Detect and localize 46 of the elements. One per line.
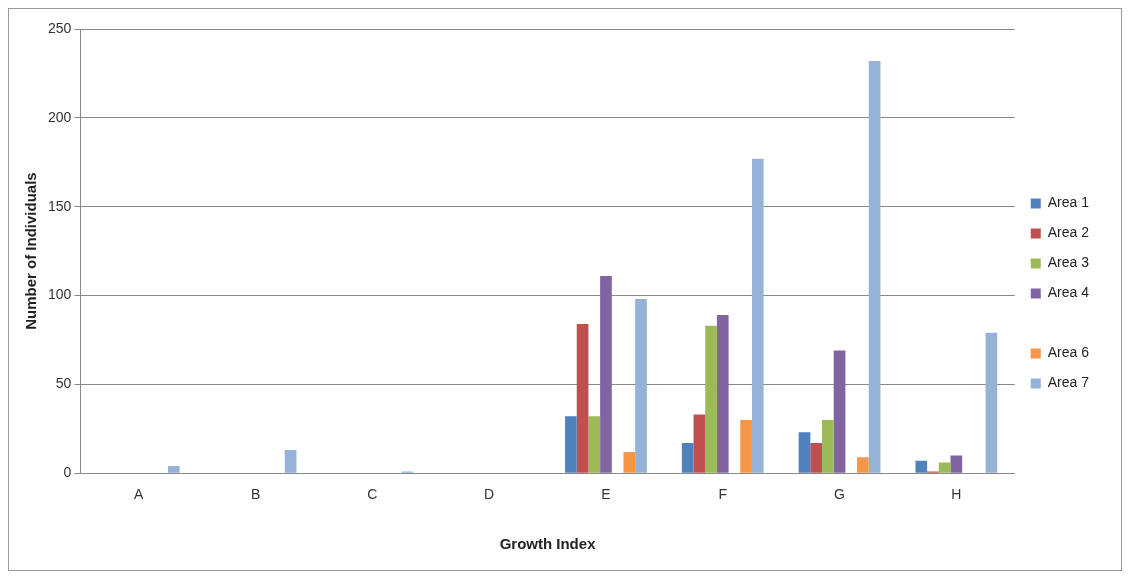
bar	[635, 299, 647, 473]
x-tick-label: H	[951, 486, 962, 503]
bar	[588, 416, 601, 473]
bar	[868, 60, 881, 473]
bar	[705, 325, 717, 473]
y-tick-label: 200	[48, 108, 72, 125]
bar	[751, 158, 764, 473]
x-tick-label: B	[250, 486, 261, 503]
y-axis-title: Number of Individuals	[22, 172, 40, 330]
x-tick-label: A	[134, 486, 145, 503]
bar	[167, 466, 180, 473]
bar	[985, 332, 998, 473]
bar	[915, 460, 928, 473]
bar	[740, 419, 752, 473]
bar	[681, 442, 694, 473]
bar	[693, 414, 706, 473]
bar	[822, 419, 834, 473]
bar	[833, 350, 846, 473]
legend-label: Area 6	[1047, 344, 1090, 361]
bar	[716, 315, 729, 473]
legend-label: Area 7	[1047, 374, 1090, 391]
y-tick-label: 250	[48, 19, 72, 36]
bar	[565, 416, 577, 473]
x-tick-label: C	[367, 486, 378, 503]
x-tick-label: F	[718, 486, 728, 503]
legend-label: Area 4	[1047, 284, 1090, 301]
x-axis-title: Growth Index	[499, 535, 597, 553]
bar	[938, 462, 951, 473]
legend-label: Area 2	[1047, 224, 1090, 241]
x-tick-label: D	[484, 486, 495, 503]
x-tick-label: G	[834, 486, 845, 503]
y-tick-label: 100	[48, 286, 72, 303]
legend-label: Area 1	[1047, 194, 1090, 211]
y-tick-label: 150	[48, 197, 72, 214]
bar	[810, 442, 823, 473]
bar	[798, 432, 811, 473]
bar	[623, 451, 636, 473]
bar	[600, 275, 612, 473]
bar	[950, 455, 963, 473]
bar	[284, 450, 297, 473]
y-tick-label: 0	[63, 464, 72, 481]
legend-label: Area 3	[1047, 254, 1090, 271]
y-tick-label: 50	[55, 375, 72, 392]
x-tick-label: E	[601, 486, 611, 503]
bar	[576, 323, 589, 473]
bar	[857, 457, 869, 473]
